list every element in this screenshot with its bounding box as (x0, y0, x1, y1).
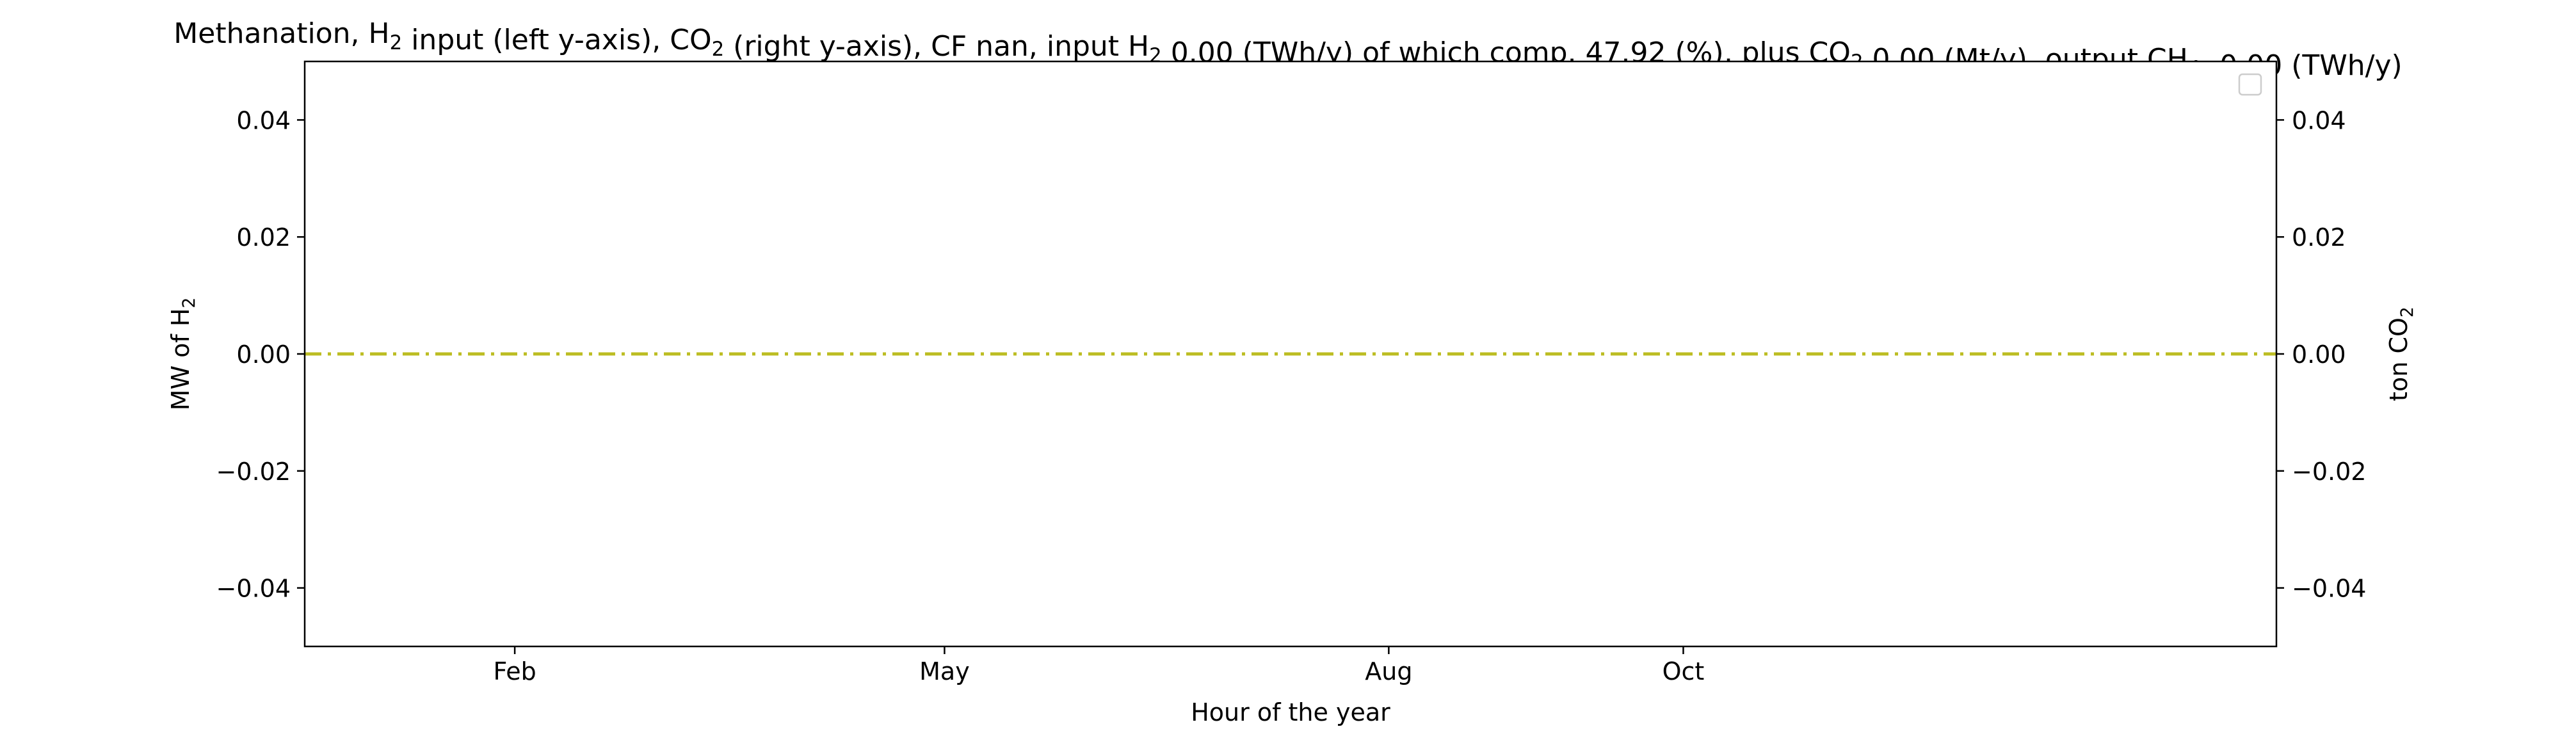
right-y-axis: −0.04 −0.02 0.00 0.02 0.04 (2276, 106, 2366, 603)
left-y-tick-label: −0.02 (216, 458, 291, 486)
right-y-tick-label: 0.00 (2292, 340, 2346, 369)
x-tick-label: Oct (1662, 657, 1705, 685)
x-tick-label: May (919, 657, 970, 685)
right-y-tick-label: 0.02 (2292, 223, 2346, 252)
plot-area (303, 60, 2278, 648)
x-axis-label: Hour of the year (1191, 698, 1390, 726)
x-tick-label: Aug (1365, 657, 1412, 685)
left-y-axis-label: MW of H2 (166, 298, 199, 411)
right-y-tick-label: 0.04 (2292, 106, 2346, 134)
right-y-tick-label: −0.04 (2292, 575, 2366, 603)
legend-box (2238, 73, 2262, 96)
right-y-tick-label: −0.02 (2292, 458, 2366, 486)
left-y-tick-label: 0.04 (236, 106, 291, 134)
left-y-tick-label: 0.00 (236, 340, 291, 369)
x-axis: Feb May Aug Oct (493, 646, 1704, 685)
x-tick-label: Feb (493, 657, 536, 685)
left-y-axis: −0.04 −0.02 0.00 0.02 0.04 (216, 106, 305, 603)
left-y-tick-label: 0.02 (236, 223, 291, 252)
left-y-tick-label: −0.04 (216, 575, 291, 603)
right-y-axis-label: ton CO2 (2385, 307, 2417, 401)
